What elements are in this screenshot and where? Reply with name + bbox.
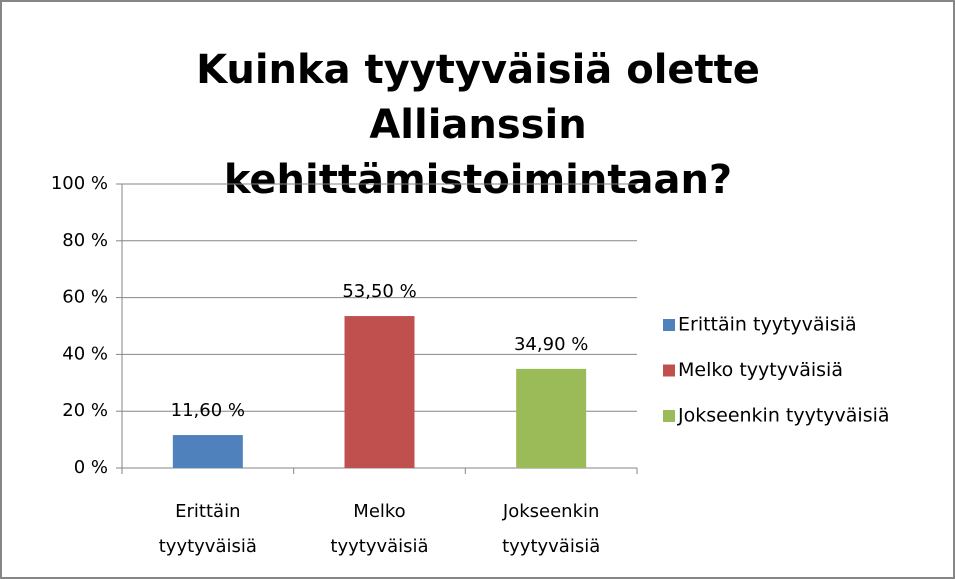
- y-tick-label: 60 %: [62, 287, 108, 308]
- y-tick-label: 80 %: [62, 230, 108, 251]
- legend-swatch: [663, 319, 675, 331]
- legend-label: Melko tyytyväisiä: [678, 359, 843, 381]
- x-tick-label: Jokseenkin tyytyväisiä: [502, 501, 600, 557]
- bar: [516, 368, 587, 468]
- data-label: 53,50 %: [342, 281, 416, 302]
- bar: [344, 316, 415, 468]
- legend-label: Erittäin tyytyväisiä: [678, 314, 857, 336]
- data-label: 34,90 %: [514, 334, 588, 355]
- legend-label: Jokseenkin tyytyväisiä: [677, 405, 890, 427]
- legend-swatch: [663, 364, 675, 377]
- bar: [172, 435, 243, 468]
- y-tick-label: 100 %: [51, 173, 108, 194]
- y-tick-label: 20 %: [62, 400, 108, 421]
- chart-title: Kuinka tyytyväisiä olette Allianssin kehit…: [196, 47, 760, 203]
- x-tick-label: Melko tyytyväisiä: [330, 501, 428, 557]
- data-label: 11,60 %: [171, 400, 245, 421]
- y-tick-label: 40 %: [62, 343, 108, 364]
- legend-swatch: [663, 410, 675, 422]
- y-tick-label: 0 %: [74, 457, 108, 478]
- x-tick-label: Erittäin tyytyväisiä: [159, 501, 257, 557]
